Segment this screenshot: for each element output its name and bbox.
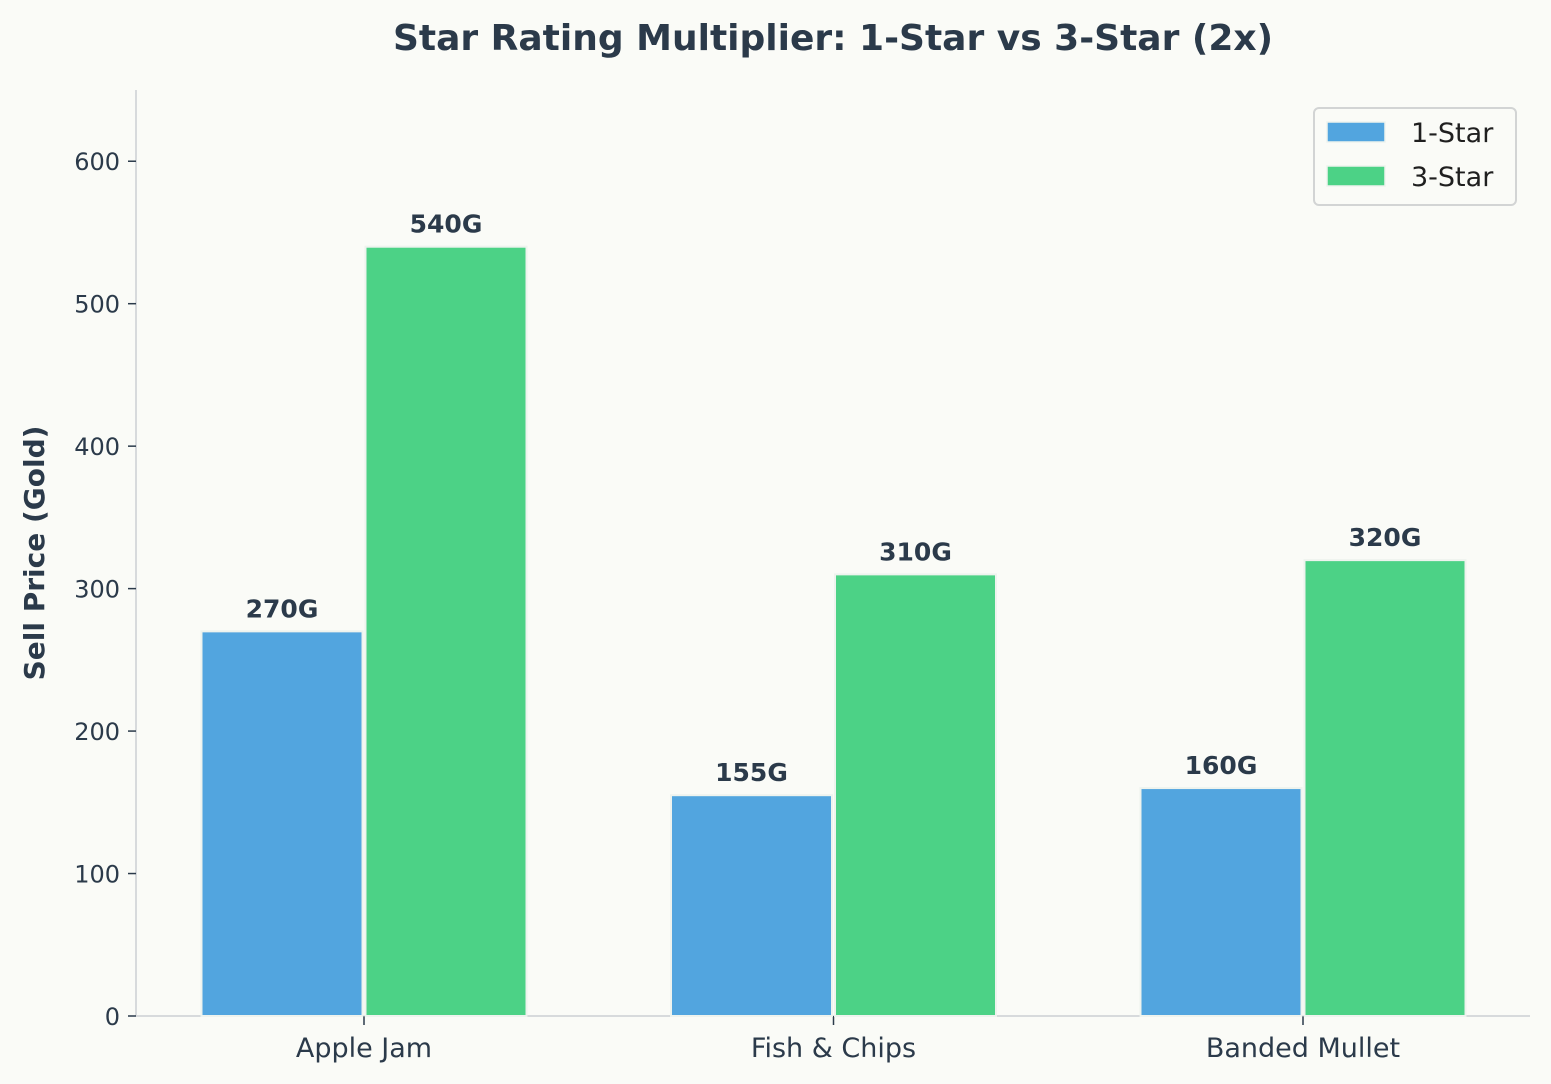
bar-3-star-fish-chips xyxy=(834,573,997,1017)
data-label: 155G xyxy=(715,758,788,787)
data-label: 270G xyxy=(246,594,319,623)
x-tick-label: Banded Mullet xyxy=(1206,1033,1400,1064)
bar-3-star-apple-jam xyxy=(364,245,528,1017)
plot-area: 0 100 200 300 400 500 600 Apple Jam 270G 540G Fish… xyxy=(74,90,1530,1064)
bar-1-star-banded-mullet xyxy=(1139,787,1303,1017)
data-label: 160G xyxy=(1185,751,1258,780)
bar-3-star-banded-mullet xyxy=(1303,559,1467,1017)
legend-swatch-1-star xyxy=(1326,121,1386,143)
y-tick-label: 100 xyxy=(74,861,120,889)
data-label: 320G xyxy=(1349,523,1422,552)
bar-1-star-apple-jam xyxy=(200,630,364,1017)
y-tick-label: 500 xyxy=(74,291,120,319)
bar-1-star-fish-chips xyxy=(670,794,833,1018)
x-tick-label: Fish & Chips xyxy=(751,1033,916,1064)
y-tick-label: 600 xyxy=(74,148,120,176)
y-tick-label: 400 xyxy=(74,433,120,461)
legend-label: 1-Star xyxy=(1411,118,1494,149)
y-tick-label: 0 xyxy=(105,1003,120,1031)
data-label: 310G xyxy=(879,537,952,566)
legend-label: 3-Star xyxy=(1411,162,1494,193)
x-tick-label: Apple Jam xyxy=(296,1033,432,1064)
chart-title: Star Rating Multiplier: 1-Star vs 3-Star… xyxy=(393,18,1273,59)
legend: 1-Star 3-Star xyxy=(1313,107,1517,206)
y-tick-label: 200 xyxy=(74,718,120,746)
legend-swatch-3-star xyxy=(1326,165,1386,187)
y-axis-label: Sell Price (Gold) xyxy=(18,426,51,681)
data-label: 540G xyxy=(410,210,483,239)
y-tick-label: 300 xyxy=(74,576,120,604)
